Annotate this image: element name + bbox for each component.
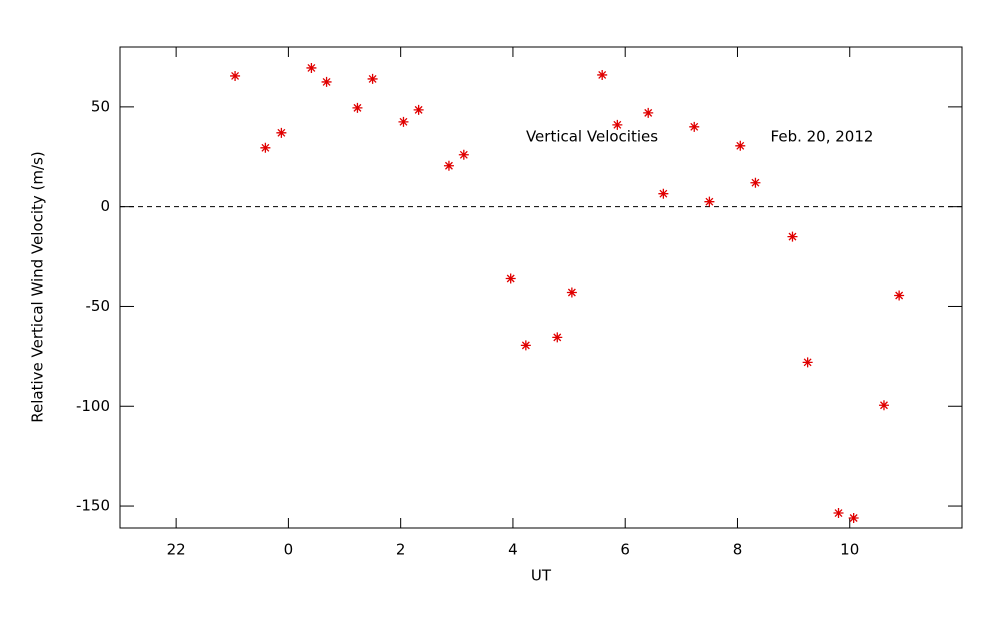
marker (658, 188, 669, 199)
marker (276, 127, 287, 138)
marker (230, 70, 241, 81)
marker (643, 107, 654, 118)
marker (443, 160, 454, 171)
marker (597, 69, 608, 80)
marker (413, 104, 424, 115)
data-point (597, 69, 608, 80)
marker (552, 332, 563, 343)
marker (704, 196, 715, 207)
marker (894, 290, 905, 301)
data-point (612, 119, 623, 130)
marker (458, 149, 469, 160)
marker (878, 400, 889, 411)
x-tick-label: 8 (733, 541, 743, 559)
x-tick-label: 6 (620, 541, 630, 559)
annotation: Vertical Velocities (526, 128, 658, 146)
data-point (848, 513, 859, 524)
data-point (505, 273, 516, 284)
marker (689, 121, 700, 132)
y-tick-label: -50 (86, 297, 111, 315)
data-point (704, 196, 715, 207)
marker (848, 513, 859, 524)
data-point (787, 231, 798, 242)
data-point (321, 76, 332, 87)
data-point (230, 70, 241, 81)
data-point (443, 160, 454, 171)
data-point (566, 287, 577, 298)
y-tick-label: 50 (91, 97, 110, 115)
data-point (658, 188, 669, 199)
data-point (802, 357, 813, 368)
data-point (260, 142, 271, 153)
y-tick-label: -100 (76, 397, 110, 415)
data-point (367, 73, 378, 84)
data-point (750, 177, 761, 188)
data-point (352, 102, 363, 113)
y-axis-label: Relative Vertical Wind Velocity (m/s) (29, 151, 47, 422)
marker (612, 119, 623, 130)
data-point (878, 400, 889, 411)
data-point (689, 121, 700, 132)
data-point (643, 107, 654, 118)
data-point (833, 508, 844, 519)
x-axis-label: UT (531, 567, 552, 585)
data-point (306, 62, 317, 73)
x-tick-label: 22 (167, 541, 186, 559)
data-point (276, 127, 287, 138)
y-tick-label: 0 (100, 197, 110, 215)
x-tick-label: 0 (284, 541, 294, 559)
x-tick-label: 2 (396, 541, 406, 559)
marker (398, 116, 409, 127)
marker (566, 287, 577, 298)
data-point (413, 104, 424, 115)
data-point (894, 290, 905, 301)
data-point (398, 116, 409, 127)
marker (833, 508, 844, 519)
marker (505, 273, 516, 284)
data-point (520, 340, 531, 351)
annotation: Feb. 20, 2012 (771, 128, 874, 146)
marker (787, 231, 798, 242)
data-point (552, 332, 563, 343)
y-tick-label: -150 (76, 497, 110, 515)
marker (735, 140, 746, 151)
x-tick-label: 10 (840, 541, 859, 559)
marker (306, 62, 317, 73)
marker (321, 76, 332, 87)
data-point (735, 140, 746, 151)
data-point (458, 149, 469, 160)
plot-frame (119, 46, 963, 529)
marker (260, 142, 271, 153)
marker (352, 102, 363, 113)
marker (750, 177, 761, 188)
marker (520, 340, 531, 351)
x-tick-label: 4 (508, 541, 518, 559)
marker (367, 73, 378, 84)
marker (802, 357, 813, 368)
